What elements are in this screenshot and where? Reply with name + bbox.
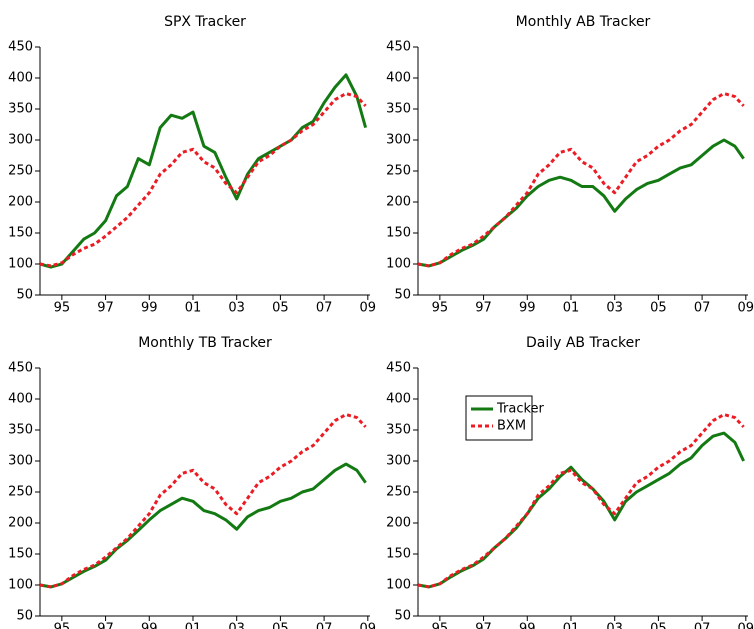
y-tick-label: 100: [386, 257, 411, 272]
x-tick-label: 97: [475, 301, 492, 316]
y-tick-label: 400: [386, 392, 411, 407]
x-tick-label: 97: [97, 622, 114, 629]
chart-title: SPX Tracker: [164, 14, 246, 30]
chart-title: Daily AB Tracker: [526, 335, 640, 351]
y-tick-label: 350: [386, 102, 411, 117]
x-tick-label: 99: [519, 622, 536, 629]
legend-label: Tracker: [496, 402, 545, 417]
x-tick-label: 99: [141, 301, 158, 316]
y-tick-label: 50: [394, 609, 411, 624]
x-tick-label: 05: [272, 622, 289, 629]
line-series: [39, 92, 367, 268]
x-tick-label: 07: [316, 301, 333, 316]
y-tick-label: 300: [8, 133, 33, 148]
y-tick-label: 50: [16, 609, 33, 624]
line-series: [417, 431, 745, 589]
x-tick-label: 07: [316, 622, 333, 629]
line-series: [39, 73, 368, 269]
y-tick-label: 200: [8, 195, 33, 210]
y-tick-label: 50: [16, 288, 33, 303]
y-tick-label: 100: [386, 578, 411, 593]
y-tick-label: 350: [8, 102, 33, 117]
y-tick-label: 250: [8, 485, 33, 500]
y-tick-label: 450: [386, 40, 411, 55]
y-tick-label: 450: [386, 361, 411, 376]
x-tick-label: 03: [228, 301, 245, 316]
legend-label: BXM: [497, 419, 526, 434]
y-tick-label: 100: [8, 578, 33, 593]
x-tick-label: 09: [738, 301, 754, 316]
x-tick-label: 09: [360, 301, 377, 316]
line-series: [417, 92, 745, 268]
line-series: [417, 413, 745, 589]
line-series: [39, 462, 367, 589]
chart-title: Monthly TB Tracker: [138, 335, 272, 351]
x-tick-label: 97: [475, 622, 492, 629]
chart-title: Monthly AB Tracker: [516, 14, 651, 30]
x-tick-label: 95: [432, 301, 449, 316]
y-tick-label: 250: [386, 164, 411, 179]
x-tick-label: 95: [54, 301, 71, 316]
y-tick-label: 450: [8, 40, 33, 55]
x-tick-label: 05: [272, 301, 289, 316]
y-tick-label: 150: [386, 547, 411, 562]
x-tick-label: 95: [54, 622, 71, 629]
y-tick-label: 200: [386, 195, 411, 210]
y-tick-label: 150: [386, 226, 411, 241]
y-tick-label: 400: [8, 71, 33, 86]
x-tick-label: 09: [360, 622, 377, 629]
x-tick-label: 01: [185, 622, 202, 629]
x-tick-label: 05: [650, 622, 667, 629]
y-tick-label: 350: [386, 423, 411, 438]
y-tick-label: 250: [8, 164, 33, 179]
x-tick-label: 07: [694, 622, 711, 629]
x-tick-label: 07: [694, 301, 711, 316]
y-tick-label: 150: [8, 547, 33, 562]
x-tick-label: 99: [141, 622, 158, 629]
x-tick-label: 01: [563, 622, 580, 629]
x-tick-label: 95: [432, 622, 449, 629]
x-tick-label: 01: [185, 301, 202, 316]
y-tick-label: 100: [8, 257, 33, 272]
y-tick-label: 450: [8, 361, 33, 376]
y-tick-label: 300: [386, 133, 411, 148]
x-tick-label: 97: [97, 301, 114, 316]
y-tick-label: 150: [8, 226, 33, 241]
x-tick-label: 03: [606, 301, 623, 316]
y-tick-label: 300: [386, 454, 411, 469]
y-tick-label: 200: [8, 516, 33, 531]
x-tick-label: 05: [650, 301, 667, 316]
y-tick-label: 50: [394, 288, 411, 303]
y-tick-label: 250: [386, 485, 411, 500]
x-tick-label: 03: [228, 622, 245, 629]
legend-box: [465, 395, 533, 441]
x-tick-label: 99: [519, 301, 536, 316]
y-tick-label: 400: [386, 71, 411, 86]
line-series: [39, 413, 367, 589]
y-tick-label: 300: [8, 454, 33, 469]
y-tick-label: 400: [8, 392, 33, 407]
x-tick-label: 01: [563, 301, 580, 316]
x-tick-label: 09: [738, 622, 754, 629]
y-tick-label: 200: [386, 516, 411, 531]
x-tick-label: 03: [606, 622, 623, 629]
y-tick-label: 350: [8, 423, 33, 438]
